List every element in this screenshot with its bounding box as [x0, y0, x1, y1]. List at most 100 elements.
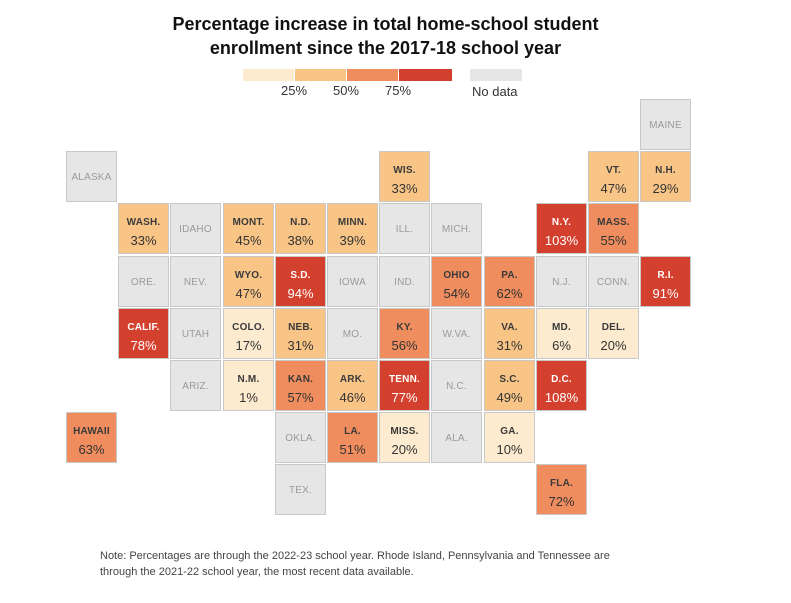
state-percent: 33% [130, 233, 157, 248]
state-tile-colo: COLO. 17% [223, 308, 274, 359]
state-percent: 33% [391, 181, 418, 196]
state-tile-alaska: ALASKA [66, 151, 117, 202]
state-percent: 29% [652, 181, 679, 196]
state-abbr: IOWA [338, 277, 367, 288]
state-abbr: WIS. [393, 165, 416, 176]
chart-title-line-2: enrollment since the 2017-18 school year [209, 38, 562, 58]
state-tile-md: MD. 6% [536, 308, 587, 359]
state-abbr: N.H. [655, 165, 676, 176]
state-abbr: ILL. [395, 224, 414, 235]
state-tile-ky: KY. 56% [379, 308, 430, 359]
state-abbr: VT. [605, 165, 622, 176]
state-tile-mass: MASS. 55% [588, 203, 639, 254]
state-abbr: MO. [342, 329, 363, 340]
state-tile-ala: ALA. [431, 412, 482, 463]
state-abbr: MISS. [390, 426, 419, 437]
state-abbr: MONT. [232, 217, 265, 228]
footnote-line-1: Note: Percentages are through the 2022-2… [100, 550, 610, 562]
state-percent: 103% [544, 233, 579, 248]
state-tile-ore: ORE. [118, 256, 169, 307]
state-percent: 91% [652, 286, 679, 301]
state-tile-mo: MO. [327, 308, 378, 359]
state-percent: 72% [548, 494, 575, 509]
state-percent: 47% [600, 181, 627, 196]
state-tile-ind: IND. [379, 256, 430, 307]
state-abbr: TENN. [389, 374, 420, 385]
state-tile-maine: MAINE [640, 99, 691, 150]
state-abbr: FLA. [549, 478, 574, 489]
state-abbr: OHIO [443, 270, 470, 281]
state-tile-nc: N.C. [431, 360, 482, 411]
state-abbr: W.VA. [442, 329, 471, 340]
state-tile-pa: PA. 62% [484, 256, 535, 307]
state-percent: 47% [235, 286, 262, 301]
state-percent: 78% [130, 338, 157, 353]
state-percent: 10% [496, 442, 523, 457]
state-abbr: NEV. [183, 277, 208, 288]
state-percent: 20% [391, 442, 418, 457]
state-percent: 17% [235, 338, 262, 353]
state-abbr: WASH. [126, 217, 161, 228]
state-tile-del: DEL. 20% [588, 308, 639, 359]
state-percent: 1% [239, 390, 258, 405]
state-abbr: ALA. [445, 433, 468, 444]
legend-swatch-0-25 [243, 69, 294, 81]
state-tile-minn: MINN. 39% [327, 203, 378, 254]
state-tile-conn: CONN. [588, 256, 639, 307]
legend-swatch-25-50 [295, 69, 346, 81]
state-abbr: ARK. [339, 374, 366, 385]
state-tile-idaho: IDAHO [170, 203, 221, 254]
footnote: Note: Percentages are through the 2022-2… [100, 548, 660, 580]
state-tile-miss: MISS. 20% [379, 412, 430, 463]
state-abbr: N.D. [290, 217, 311, 228]
state-abbr: PA. [501, 270, 518, 281]
state-percent: 63% [78, 442, 105, 457]
state-percent: 31% [287, 338, 314, 353]
state-tile-vt: VT. 47% [588, 151, 639, 202]
state-tile-ny: N.Y. 103% [536, 203, 587, 254]
state-abbr: D.C. [551, 374, 572, 385]
state-abbr: MAINE [649, 120, 682, 131]
state-abbr: TEX. [288, 485, 313, 496]
state-tile-tex: TEX. [275, 464, 326, 515]
state-percent: 6% [552, 338, 571, 353]
state-abbr: NEB. [288, 322, 313, 333]
state-tile-okla: OKLA. [275, 412, 326, 463]
state-tile-mich: MICH. [431, 203, 482, 254]
legend-label-75: 75% [385, 83, 412, 98]
state-percent: 38% [287, 233, 314, 248]
state-abbr: S.D. [290, 270, 311, 281]
state-abbr: MASS. [597, 217, 630, 228]
state-tile-ga: GA. 10% [484, 412, 535, 463]
state-tile-wyo: WYO. 47% [223, 256, 274, 307]
state-abbr: CALIF. [127, 322, 160, 333]
state-tile-ariz: ARIZ. [170, 360, 221, 411]
state-abbr: GA. [500, 426, 519, 437]
state-percent: 49% [496, 390, 523, 405]
state-tile-sd: S.D. 94% [275, 256, 326, 307]
state-percent: 31% [496, 338, 523, 353]
state-abbr: CONN. [596, 277, 631, 288]
state-percent: 108% [544, 390, 579, 405]
state-abbr: MD. [552, 322, 571, 333]
legend-label-50: 50% [333, 83, 360, 98]
state-abbr: N.Y. [551, 217, 572, 228]
state-tile-mont: MONT. 45% [223, 203, 274, 254]
legend-swatch-no-data [470, 69, 522, 81]
state-abbr: IND. [394, 277, 415, 288]
state-percent: 62% [496, 286, 523, 301]
state-abbr: COLO. [232, 322, 265, 333]
state-tile-ark: ARK. 46% [327, 360, 378, 411]
state-tile-neb: NEB. 31% [275, 308, 326, 359]
legend-swatch-75-plus [399, 69, 452, 81]
state-tile-hawaii: HAWAII 63% [66, 412, 117, 463]
state-abbr: ARIZ. [182, 381, 209, 392]
state-tile-calif: CALIF. 78% [118, 308, 169, 359]
state-abbr: OKLA. [285, 433, 316, 444]
state-abbr: ORE. [130, 277, 157, 288]
legend-label-no-data: No data [472, 84, 518, 99]
state-tile-ri: R.I. 91% [640, 256, 691, 307]
state-tile-dc: D.C. 108% [536, 360, 587, 411]
state-tile-ohio: OHIO 54% [431, 256, 482, 307]
state-percent: 57% [287, 390, 314, 405]
